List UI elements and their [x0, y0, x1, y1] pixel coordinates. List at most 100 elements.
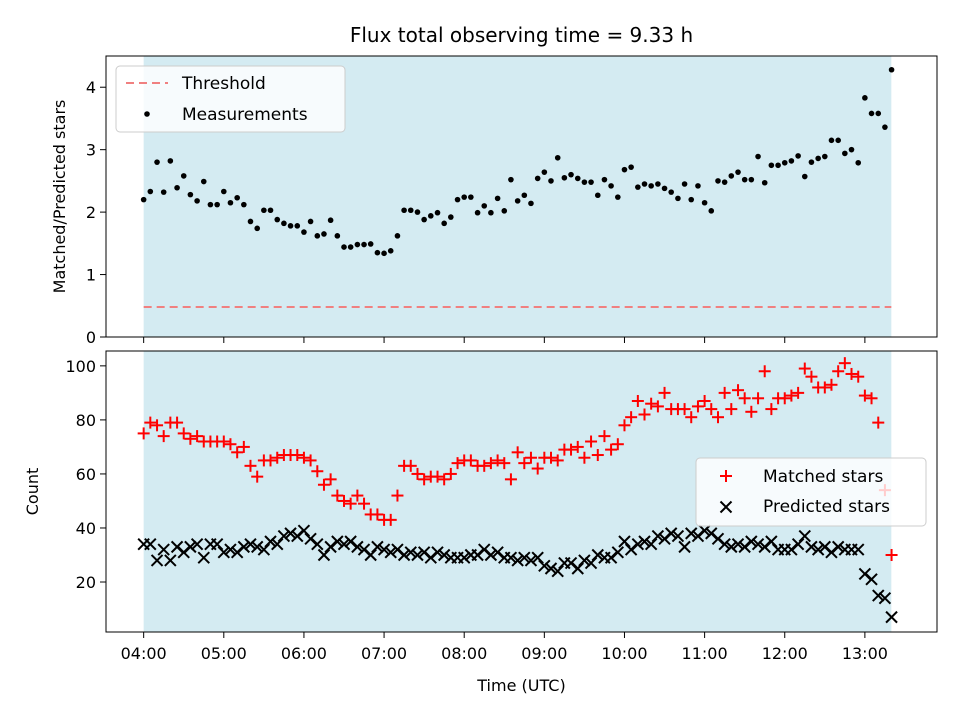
predicted-point-92 — [751, 537, 765, 551]
measurement-point-43 — [427, 213, 434, 219]
predicted-point-29 — [331, 535, 344, 548]
predicted-point-41 — [411, 548, 424, 562]
matched-point-38 — [391, 489, 404, 502]
measurement-point-62 — [554, 154, 561, 161]
matched-point-85 — [705, 403, 718, 416]
matched-point-67 — [585, 435, 598, 448]
x-tick-label-5: 09:00 — [521, 644, 567, 663]
predicted-point-62 — [551, 564, 564, 578]
x-tick-label-6: 10:00 — [601, 644, 647, 663]
matched-point-91 — [745, 405, 758, 418]
matched-point-109 — [865, 392, 878, 405]
measurement-point-89 — [735, 169, 741, 175]
predicted-point-111 — [878, 592, 892, 605]
matched-point-61 — [544, 451, 557, 464]
matched-point-5 — [171, 416, 184, 429]
measurement-point-112 — [888, 66, 895, 73]
measurement-point-12 — [220, 188, 227, 195]
measurement-point-100 — [808, 159, 815, 165]
measurement-point-19 — [267, 207, 274, 214]
measurement-point-50 — [474, 209, 481, 216]
predicted-point-56 — [511, 554, 524, 567]
measurement-point-74 — [635, 184, 641, 190]
matched-point-62 — [551, 454, 564, 467]
predicted-point-109 — [865, 573, 878, 586]
measurement-point-11 — [214, 201, 220, 208]
matched-point-47 — [451, 457, 464, 470]
matched-point-16 — [244, 459, 257, 472]
predicted-point-72 — [618, 535, 631, 548]
matched-point-77 — [651, 400, 664, 413]
matched-point-107 — [852, 370, 865, 383]
measurement-point-104 — [835, 137, 841, 144]
predicted-point-16 — [244, 537, 257, 551]
top-y-tick-label-3: 3 — [86, 141, 96, 160]
measurement-point-106 — [848, 146, 855, 153]
x-tick-label-4: 08:00 — [441, 644, 487, 663]
measurement-point-38 — [394, 233, 401, 239]
measurement-point-32 — [354, 241, 361, 248]
predicted-point-104 — [831, 540, 845, 554]
measurement-point-42 — [421, 216, 427, 223]
matched-point-108 — [858, 389, 871, 402]
bottom-y-tick-label-2: 60 — [76, 465, 96, 484]
predicted-point-17 — [251, 540, 264, 554]
measurement-point-54 — [501, 208, 508, 214]
matched-point-24 — [297, 451, 310, 464]
predicted-point-110 — [872, 589, 885, 602]
predicted-legend-marker — [719, 500, 733, 514]
matched-point-90 — [738, 392, 751, 405]
predicted-point-61 — [544, 562, 558, 575]
predicted-legend-label: Predicted stars — [763, 497, 890, 517]
measurement-point-20 — [274, 216, 281, 223]
measurements-legend-swatch — [144, 111, 150, 117]
measurement-point-16 — [247, 218, 254, 225]
measurement-point-26 — [314, 233, 321, 239]
predicted-point-8 — [190, 537, 204, 551]
predicted-point-77 — [651, 529, 665, 543]
matched-point-93 — [758, 365, 771, 378]
matched-point-82 — [685, 411, 698, 424]
predicted-point-84 — [698, 524, 711, 537]
measurement-point-47 — [454, 196, 461, 203]
measurement-point-95 — [775, 162, 781, 169]
measurement-point-84 — [701, 199, 708, 206]
measurement-point-18 — [261, 207, 267, 214]
matched-point-68 — [591, 449, 604, 462]
predicted-point-65 — [571, 562, 584, 575]
measurement-points — [140, 66, 895, 257]
measurement-point-111 — [882, 124, 888, 130]
bottom-x-ticks: 04:00 05:00 06:00 07:00 08:00 09:00 10:00 11:00… — [121, 632, 888, 663]
predicted-point-26 — [311, 537, 324, 551]
measurement-point-53 — [494, 195, 501, 202]
predicted-point-59 — [531, 551, 544, 564]
predicted-point-91 — [745, 535, 758, 548]
matched-point-75 — [638, 408, 651, 421]
predicted-point-22 — [284, 527, 297, 540]
predicted-point-40 — [404, 546, 417, 559]
predicted-point-88 — [725, 540, 738, 554]
bottom-y-tick-label-0: 20 — [76, 573, 96, 592]
matched-point-96 — [778, 392, 791, 405]
matched-point-26 — [311, 465, 324, 478]
predicted-point-80 — [671, 529, 685, 543]
measurement-point-1 — [147, 188, 154, 195]
predicted-point-32 — [351, 540, 364, 554]
matched-point-72 — [618, 419, 631, 432]
matched-point-53 — [491, 454, 504, 467]
bottom-panel: 20 40 60 80 100 04:00 05:00 06:00 07:00 08:00 09:… — [23, 350, 938, 695]
measurement-point-90 — [741, 176, 748, 183]
matched-point-1 — [144, 416, 157, 429]
matched-point-51 — [478, 459, 491, 472]
measurement-point-65 — [574, 175, 581, 182]
matched-point-19 — [264, 454, 277, 467]
matched-point-83 — [691, 400, 704, 413]
matched-point-8 — [191, 430, 204, 443]
matched-point-6 — [177, 427, 190, 440]
measurement-point-71 — [615, 194, 621, 200]
measurement-point-101 — [815, 155, 821, 162]
top-x-ticks — [143, 337, 866, 343]
matched-point-30 — [338, 494, 351, 507]
predicted-point-19 — [264, 535, 277, 548]
matched-point-102 — [818, 381, 831, 394]
